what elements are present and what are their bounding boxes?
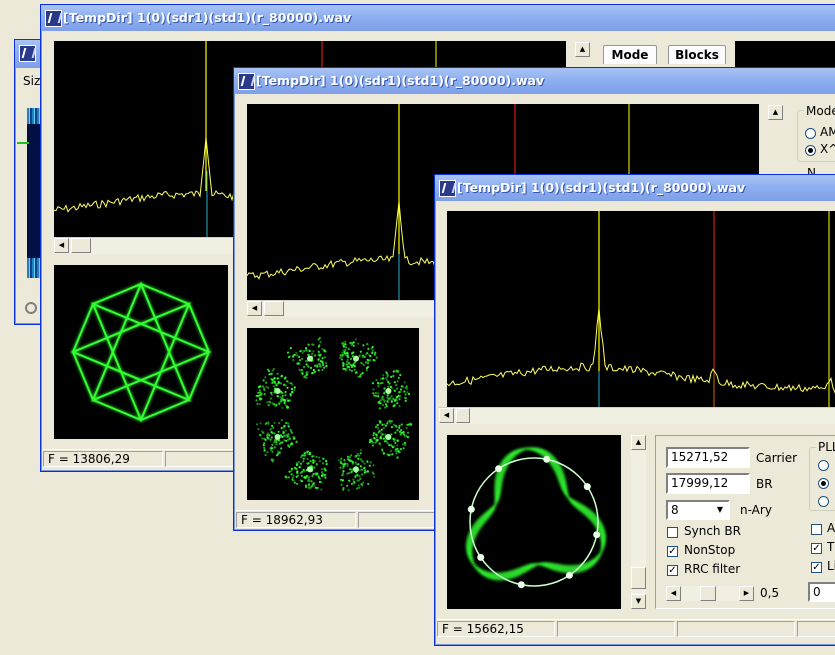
rolloff-value: 0,5 [760,586,780,600]
synch-br-label: Synch BR [684,524,741,538]
window-3-title: [TempDir] 1(0)(sdr1)(std1)(r_80000).wav [457,180,746,195]
app-icon [238,73,255,90]
group-title: Mode [804,104,835,118]
window-2-side-label: N [807,166,816,180]
window-1-vscroll-up[interactable]: ▲ [575,42,590,57]
window-1-title: [TempDir] 1(0)(sdr1)(std1)(r_80000).wav [63,10,352,25]
slider-thumb[interactable] [700,586,716,601]
status-field [677,621,795,637]
chevron-down-icon[interactable]: ▼ [716,505,724,514]
scroll-left-button[interactable]: ◀ [247,301,262,316]
window-1-right-panel [735,41,835,71]
right-checkbox-1-label: A [827,521,835,535]
right-checkbox-1[interactable] [811,524,822,535]
back-green-line [17,142,29,144]
status-field [557,621,675,637]
radio-x-label: X^ [820,142,835,156]
carrier-label: Carrier [756,451,798,465]
pll-radio-3[interactable] [818,496,829,507]
window-3-controls-panel: 15271,52 Carrier 17999,12 BR 8 ▼ n-Ary S… [655,435,835,609]
tab-mode[interactable]: Mode [603,45,657,64]
nonstop-label: NonStop [684,543,736,557]
window-3-hscroll[interactable]: ◀ [439,407,835,424]
slider-right-button[interactable]: ▶ [739,586,754,601]
scroll-left-button[interactable]: ◀ [54,238,69,253]
synch-br-checkbox[interactable] [667,527,678,538]
window-1-titlebar[interactable]: [TempDir] 1(0)(sdr1)(std1)(r_80000).wav [41,5,835,31]
window-1-constellation [54,265,228,439]
app-icon [19,45,36,62]
eye-constellation [465,447,607,589]
pll-radio-1[interactable] [818,460,829,471]
rolloff-slider[interactable]: ◀ ▶ [666,586,754,601]
radio-x[interactable] [805,145,816,156]
pll-radio-2[interactable] [818,478,829,489]
right-checkbox-3-label: Li [827,559,835,573]
trace-line [447,308,835,394]
window-2-mode-group: Mode AM X^ [797,104,835,162]
scroll-thumb[interactable] [71,238,91,253]
window-3-spectrum-trace [447,211,835,407]
pll-group: PLL [809,440,835,511]
vscroll-thumb[interactable] [631,567,646,589]
window-2-frequency: F = 18962,93 [236,512,356,528]
back-window-label: Siz [23,74,41,88]
nary-label: n-Ary [740,503,772,517]
right-input[interactable]: 0 [808,582,835,602]
window-3-titlebar[interactable]: [TempDir] 1(0)(sdr1)(std1)(r_80000).wav [435,175,835,201]
noisy-constellation [255,336,413,492]
zoom-icon[interactable] [25,302,37,314]
pll-title: PLL [816,440,835,454]
right-checkbox-2-label: T [827,540,835,554]
window-2-titlebar[interactable]: [TempDir] 1(0)(sdr1)(std1)(r_80000).wav [234,68,835,94]
nary-value: 8 [671,503,679,517]
radio-am[interactable] [805,128,816,139]
window-2-vscroll-up[interactable]: ▲ [768,105,783,120]
nonstop-checkbox[interactable]: ✓ [667,546,678,557]
window-3-spectrum [447,211,835,407]
window-3-vscroll[interactable]: ▲ ▼ [631,435,646,609]
vscroll-up-button[interactable]: ▲ [631,435,646,450]
nary-select[interactable]: 8 ▼ [666,500,730,520]
back-waterfall [27,108,43,278]
window-3-frequency: F = 15662,15 [437,621,555,637]
window-2-title: [TempDir] 1(0)(sdr1)(std1)(r_80000).wav [256,73,545,88]
status-field [797,621,835,637]
br-label: BR [756,477,773,491]
scroll-left-button[interactable]: ◀ [439,408,454,423]
app-icon [439,180,456,197]
window-3-statusbar: F = 15662,15 [437,619,835,638]
rrc-filter-checkbox[interactable]: ✓ [667,565,678,576]
carrier-input[interactable]: 15271,52 [666,447,750,468]
vscroll-down-button[interactable]: ▼ [631,594,646,609]
slider-left-button[interactable]: ◀ [666,586,681,601]
br-input[interactable]: 17999,12 [666,473,750,494]
radio-am-label: AM [820,125,835,139]
tab-blocks[interactable]: Blocks [668,45,726,64]
rrc-filter-label: RRC filter [684,562,741,576]
right-checkbox-3[interactable]: ✓ [811,562,822,573]
window-3-constellation [447,435,621,609]
app-icon [45,10,62,27]
scroll-thumb[interactable] [456,408,470,423]
scroll-thumb[interactable] [264,301,284,316]
window-2-constellation [247,328,419,500]
octagram-constellation [70,281,212,423]
spectrum-window-3[interactable]: [TempDir] 1(0)(sdr1)(std1)(r_80000).wav … [434,174,835,646]
window-1-frequency: F = 13806,29 [43,451,163,467]
right-checkbox-2[interactable]: ✓ [811,543,822,554]
